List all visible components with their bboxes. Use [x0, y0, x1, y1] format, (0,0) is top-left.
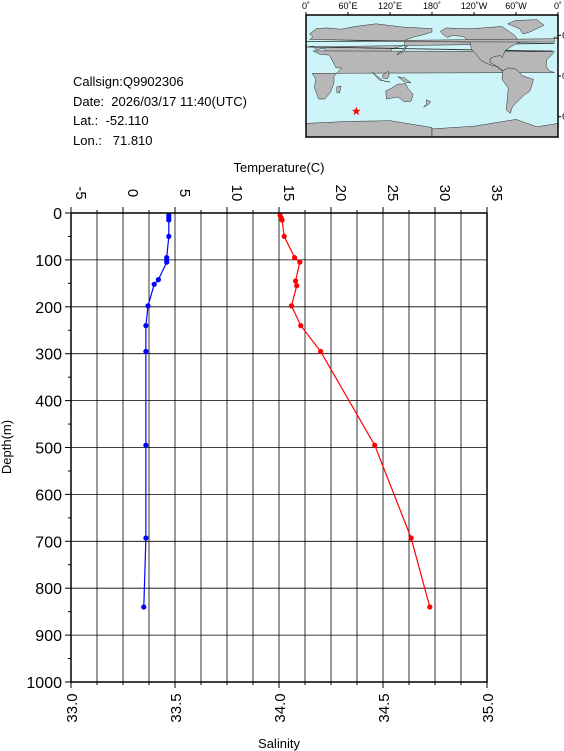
temperature-data-point [281, 233, 287, 239]
salinity-tick-label: 33.0 [64, 693, 81, 722]
chart-grid [71, 213, 487, 682]
temperature-tick-label: 20 [332, 185, 349, 202]
location-map: 0˚ 60˚E 120˚E 180˚ 120˚W 60˚W 0˚ 60˚N 0˚ 60˚S [302, 1, 564, 138]
depth-tick-label: 600 [35, 487, 62, 504]
depth-tick-label: 200 [35, 300, 62, 317]
salinity-profile-line [143, 215, 170, 608]
temperature-tick-label: 0 [124, 189, 141, 197]
temperature-data-point [427, 604, 433, 610]
salinity-tick-label: 34.0 [272, 693, 289, 722]
salinity-data-point [143, 323, 149, 329]
temperature-data-point [294, 283, 300, 289]
depth-tick-label: 100 [35, 253, 62, 270]
temperature-data-point [298, 323, 304, 329]
depth-axis: 0 100 200 300 400 500 600 700 800 900 1000 [26, 206, 71, 692]
map-land-new-zealand [423, 99, 431, 108]
temperature-tick-label: 5 [176, 189, 193, 197]
temperature-data-point [408, 535, 414, 541]
map-lon-tick-label: 60˚W [505, 1, 527, 11]
plot-frame [70, 212, 488, 683]
map-lon-tick-label: 120˚W [461, 1, 488, 11]
temperature-data-point [288, 303, 295, 309]
map-land-new-guinea [397, 76, 412, 84]
depth-tick-label: 500 [35, 441, 62, 458]
latitude-text: Lat.: -52.110 [73, 113, 149, 128]
temperature-data-point [293, 278, 299, 284]
salinity-axis: 33.0 33.5 34.0 34.5 35.0 [64, 682, 497, 723]
map-lat-tick-label: 60˚N [562, 30, 564, 40]
salinity-data-point [143, 442, 149, 448]
map-land-australia [385, 83, 414, 103]
temperature-tick-label: 10 [228, 185, 245, 202]
map-land-greenland [507, 19, 545, 35]
salinity-data-point [143, 348, 149, 354]
depth-axis-label: Depth(m) [0, 420, 14, 474]
salinity-tick-label: 33.5 [168, 693, 185, 722]
salinity-data-point [151, 281, 157, 287]
callsign-text: Callsign:Q9902306 [73, 74, 184, 89]
map-lon-tick-label: 0˚ [554, 1, 562, 11]
salinity-data-point [143, 535, 149, 541]
temperature-tick-label: 30 [436, 185, 453, 202]
map-land-indonesia [372, 72, 391, 83]
map-lat-tick-label: 0˚ [562, 71, 564, 81]
salinity-tick-label: 35.0 [480, 693, 497, 722]
depth-tick-label: 400 [35, 394, 62, 411]
salinity-axis-label: Salinity [258, 736, 300, 751]
map-lat-tick-label: 60˚S [562, 112, 564, 122]
map-land-madagascar [336, 85, 342, 94]
station-info: Callsign:Q9902306 Date: 2026/03/17 11:40… [73, 72, 247, 150]
temperature-data-point [372, 442, 378, 448]
temperature-data-point [297, 259, 303, 265]
salinity-data-point [166, 217, 172, 223]
depth-tick-label: 300 [35, 347, 62, 364]
salinity-data-point [141, 604, 147, 610]
temperature-tick-label: 35 [488, 185, 505, 202]
station-star-icon [352, 106, 361, 115]
temperature-axis: -5 0 5 10 15 20 25 30 35 [70, 185, 505, 213]
temperature-data-point [292, 255, 298, 261]
temperature-tick-label: 15 [280, 185, 297, 202]
salinity-tick-label: 34.5 [376, 693, 393, 722]
station-marker-icon [352, 106, 361, 115]
salinity-data-point [155, 277, 161, 283]
map-land-japan [396, 46, 408, 56]
map-land-borneo [382, 70, 390, 79]
salinity-data-point [164, 259, 170, 265]
temperature-data-point [318, 348, 324, 354]
map-lon-tick-label: 0˚ [302, 1, 310, 11]
depth-tick-label: 800 [35, 581, 62, 598]
temperature-profile-line [279, 215, 431, 608]
map-lon-tick-label: 120˚E [378, 1, 402, 11]
temperature-data-point [279, 217, 285, 223]
salinity-data-point [166, 233, 172, 239]
map-lon-tick-label: 180˚ [423, 1, 441, 11]
depth-tick-label: 700 [35, 534, 62, 551]
map-lon-tick-label: 60˚E [338, 1, 357, 11]
map-land [305, 19, 559, 138]
longitude-text: Lon.: 71.810 [73, 132, 153, 148]
map-land-south-america [501, 67, 534, 114]
temperature-axis-label: Temperature(C) [233, 160, 324, 175]
salinity-data-point [145, 303, 151, 309]
temperature-tick-label: 25 [384, 185, 401, 202]
depth-tick-label: 1000 [26, 675, 62, 692]
depth-tick-label: 900 [35, 628, 62, 645]
map-frame [305, 14, 559, 138]
date-text: Date: 2026/03/17 11:40(UTC) [73, 93, 247, 109]
series-layer [141, 212, 433, 610]
temperature-tick-label: -5 [72, 186, 89, 199]
depth-tick-label: 0 [53, 206, 62, 223]
